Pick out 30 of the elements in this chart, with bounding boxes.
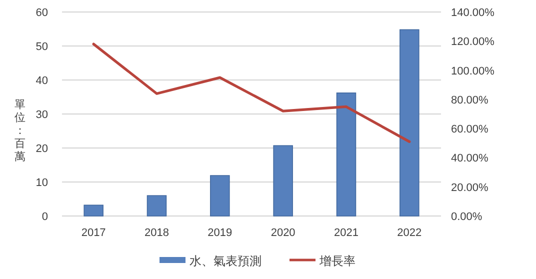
y2-tick-label: 140.00% <box>451 7 495 19</box>
y2-tick-label: 80.00% <box>451 94 489 106</box>
y2-tick-label: 60.00% <box>451 124 489 136</box>
y-tick-label: 10 <box>36 177 48 189</box>
legend-label: 增長率 <box>318 254 356 268</box>
bar <box>273 145 293 216</box>
legend-label: 水、氣表預測 <box>190 254 262 268</box>
y2-tick-label: 40.00% <box>451 152 489 165</box>
y-axis-title: 單位：百萬 <box>14 99 26 163</box>
bar <box>400 29 420 216</box>
y-tick-label: 60 <box>36 7 48 19</box>
x-tick-label: 2022 <box>397 227 422 239</box>
y-tick-label: 20 <box>36 143 48 155</box>
bar <box>84 204 104 216</box>
y2-tick-label: 100.00% <box>451 65 495 78</box>
x-tick-label: 2017 <box>81 227 106 239</box>
x-tick-label: 2021 <box>334 227 358 239</box>
y2-tick-label: 20.00% <box>451 182 489 194</box>
bar <box>336 92 356 216</box>
bar <box>146 195 167 216</box>
x-tick-label: 2019 <box>208 227 232 239</box>
y2-tick-label: 120.00% <box>451 36 495 48</box>
y-tick-label: 30 <box>36 109 48 121</box>
y-tick-label: 0 <box>42 211 48 223</box>
x-tick-label: 2018 <box>144 227 169 239</box>
y-tick-label: 50 <box>36 41 48 53</box>
y2-tick-label: 0.00% <box>451 211 482 223</box>
y-tick-label: 40 <box>36 75 48 87</box>
x-tick-label: 2020 <box>270 227 296 239</box>
bar <box>210 175 230 216</box>
